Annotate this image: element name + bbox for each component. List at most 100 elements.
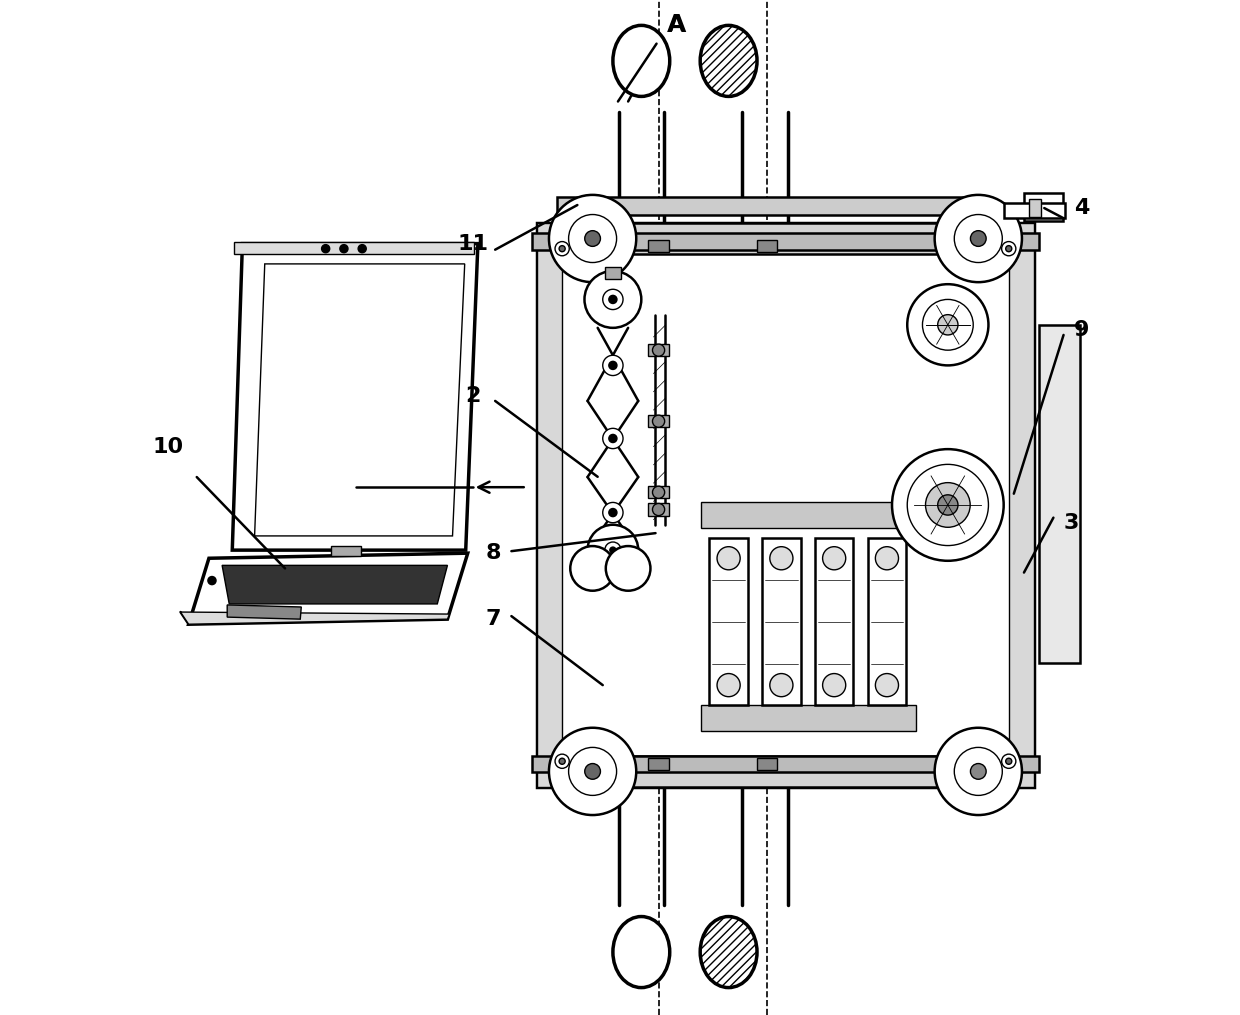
Bar — [649, 503, 668, 516]
Bar — [763, 538, 801, 705]
Text: 7: 7 — [485, 609, 501, 629]
Circle shape — [569, 747, 616, 796]
Circle shape — [556, 242, 569, 256]
Bar — [701, 502, 916, 528]
Bar — [815, 538, 853, 705]
Circle shape — [971, 230, 986, 247]
Ellipse shape — [701, 917, 758, 988]
Circle shape — [875, 674, 899, 696]
Ellipse shape — [613, 25, 670, 96]
Circle shape — [770, 674, 792, 696]
Circle shape — [585, 230, 600, 247]
Bar — [537, 756, 1034, 787]
Circle shape — [559, 246, 565, 252]
Text: 9: 9 — [1074, 320, 1090, 340]
Circle shape — [609, 295, 618, 303]
Circle shape — [652, 503, 665, 516]
Text: A: A — [668, 15, 686, 36]
Circle shape — [1006, 246, 1012, 252]
Bar — [758, 758, 777, 770]
Text: 2: 2 — [465, 386, 481, 406]
Bar — [537, 223, 562, 787]
Bar — [649, 344, 668, 356]
Circle shape — [340, 245, 348, 253]
Circle shape — [609, 361, 618, 369]
Circle shape — [585, 763, 600, 780]
Circle shape — [770, 547, 792, 569]
Circle shape — [935, 195, 1022, 282]
Circle shape — [1002, 754, 1016, 768]
Bar — [649, 240, 668, 252]
Circle shape — [955, 214, 1002, 263]
Circle shape — [955, 747, 1002, 796]
Circle shape — [652, 486, 665, 498]
Circle shape — [1002, 242, 1016, 256]
Circle shape — [652, 344, 665, 356]
Circle shape — [570, 546, 615, 591]
Circle shape — [605, 542, 621, 558]
Polygon shape — [188, 553, 467, 624]
Circle shape — [569, 214, 616, 263]
Ellipse shape — [701, 25, 758, 96]
Circle shape — [603, 502, 622, 523]
Text: 10: 10 — [153, 436, 184, 457]
Polygon shape — [254, 264, 465, 536]
Text: 8: 8 — [485, 543, 501, 563]
Circle shape — [971, 763, 986, 780]
Circle shape — [1006, 758, 1012, 764]
Circle shape — [908, 465, 988, 546]
Bar — [234, 242, 474, 254]
Circle shape — [549, 195, 636, 282]
Text: 3: 3 — [1064, 513, 1079, 533]
Circle shape — [923, 299, 973, 350]
Circle shape — [875, 547, 899, 569]
Bar — [1003, 203, 1065, 218]
Bar — [649, 415, 668, 427]
Bar — [649, 758, 668, 770]
Bar — [709, 538, 748, 705]
Circle shape — [935, 728, 1022, 815]
Bar — [1039, 325, 1080, 663]
Bar — [331, 546, 361, 556]
Polygon shape — [181, 612, 449, 624]
Circle shape — [937, 315, 959, 335]
Bar — [1024, 193, 1063, 221]
Bar — [537, 223, 1034, 787]
Bar — [557, 197, 980, 215]
Circle shape — [609, 509, 618, 517]
Circle shape — [717, 547, 740, 569]
Circle shape — [584, 271, 641, 328]
Circle shape — [717, 674, 740, 696]
Bar — [701, 705, 916, 731]
Circle shape — [908, 284, 988, 365]
Circle shape — [937, 494, 959, 515]
Circle shape — [603, 289, 622, 310]
Circle shape — [559, 758, 565, 764]
Polygon shape — [232, 244, 477, 550]
Bar — [605, 267, 621, 279]
Bar — [868, 538, 906, 705]
Circle shape — [549, 728, 636, 815]
Text: A: A — [667, 13, 687, 38]
Bar — [649, 486, 668, 498]
Bar — [1029, 199, 1042, 217]
Bar — [1009, 223, 1034, 787]
Circle shape — [321, 245, 330, 253]
Bar — [537, 223, 1034, 254]
Circle shape — [822, 547, 846, 569]
Circle shape — [925, 482, 970, 528]
Circle shape — [556, 754, 569, 768]
Circle shape — [822, 674, 846, 696]
Polygon shape — [222, 565, 448, 604]
Circle shape — [208, 577, 216, 585]
Text: 4: 4 — [1074, 198, 1090, 218]
Circle shape — [358, 245, 366, 253]
Circle shape — [606, 546, 651, 591]
Circle shape — [610, 547, 616, 553]
Circle shape — [609, 434, 618, 443]
Circle shape — [603, 355, 622, 376]
Bar — [758, 240, 777, 252]
Circle shape — [892, 449, 1003, 560]
Circle shape — [652, 415, 665, 427]
Circle shape — [588, 525, 639, 576]
